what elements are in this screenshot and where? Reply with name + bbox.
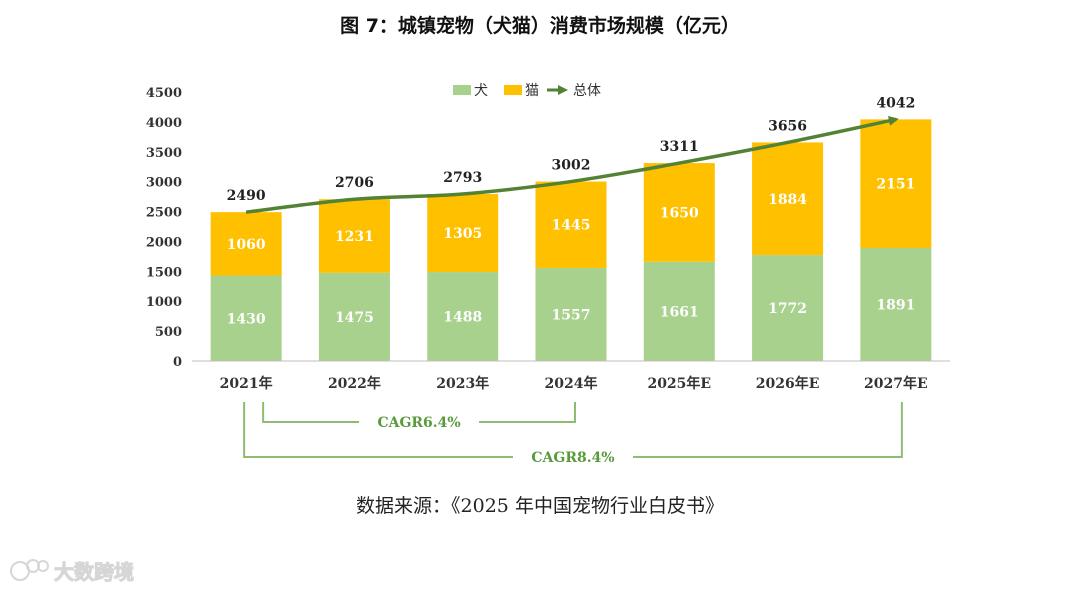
watermark-logo-icon (10, 559, 49, 581)
bar-value-label: 1305 (443, 226, 482, 242)
x-tick-label: 2023年 (436, 375, 489, 392)
bar-dog (643, 261, 715, 361)
legend-label-total: 总体 (573, 83, 601, 99)
bar-value-label: 1772 (768, 301, 807, 317)
bar-value-label: 1231 (335, 229, 374, 245)
total-value-label: 4042 (876, 95, 915, 111)
bar-cat (752, 142, 824, 256)
total-trend-line (245, 115, 899, 214)
bar-dog (427, 272, 499, 361)
bar-dog (860, 247, 932, 361)
y-tick-label: 2000 (146, 235, 182, 250)
bar-value-label: 1891 (876, 297, 915, 313)
chart-title: 图 7：城镇宠物（犬猫）消费市场规模（亿元） (340, 14, 740, 37)
watermark-text: 大数跨境 (54, 560, 134, 584)
watermark: 大数跨境 (10, 559, 135, 585)
bar-cat (860, 119, 932, 248)
bar-value-label: 1475 (335, 310, 374, 326)
x-tick-label: 2022年 (328, 375, 381, 392)
cagr-bracket-left (243, 402, 513, 458)
total-value-label: 2793 (443, 170, 482, 186)
x-tick-label: 2024年 (545, 375, 598, 392)
total-value-label: 2706 (335, 175, 374, 191)
cagr-label: CAGR8.4% (531, 450, 614, 466)
x-tick-label: 2026年E (756, 375, 820, 392)
cagr-annotations: CAGR6.4% CAGR8.4% (243, 402, 903, 466)
bar-dog (210, 275, 282, 361)
y-axis: 0 500 1000 1500 2000 2500 3000 3500 4000 4500 (146, 86, 182, 370)
bar-cat (318, 199, 390, 273)
bar-dog (752, 255, 824, 361)
bar-cat (535, 181, 607, 268)
bar-dog (535, 267, 607, 361)
bar-value-label: 1884 (768, 192, 807, 208)
bar-value-label: 1445 (552, 218, 591, 234)
legend-label-cat: 猫 (525, 83, 539, 99)
bar-cat (427, 194, 499, 273)
bars: 1430 1060 1475 1231 1488 1305 1557 1445 1661 1650… (210, 119, 932, 361)
x-axis: 2021年 2022年 2023年 2024年 2025年E 2026年E 2027年E (192, 360, 950, 392)
y-tick-label: 1500 (146, 265, 182, 280)
bar-value-label: 1650 (660, 205, 699, 221)
total-value-label: 3656 (768, 118, 807, 134)
total-line: 2490 2706 2793 3002 3311 3656 4042 (227, 95, 915, 214)
y-tick-label: 500 (155, 325, 182, 340)
y-tick-label: 3500 (146, 146, 182, 161)
bar-value-label: 1060 (227, 237, 266, 253)
y-tick-label: 2500 (146, 206, 182, 221)
x-tick-label: 2027年E (864, 375, 928, 392)
cagr-bracket-left (262, 402, 360, 423)
cagr-label: CAGR6.4% (377, 415, 460, 431)
legend-swatch-dog (453, 85, 471, 95)
bar-cat (210, 212, 282, 276)
x-tick-label: 2025年E (647, 375, 711, 392)
y-tick-label: 3000 (146, 176, 182, 191)
bar-value-label: 1488 (443, 310, 482, 326)
bar-value-label: 2151 (876, 177, 915, 193)
y-tick-label: 0 (173, 355, 182, 370)
y-tick-label: 1000 (146, 295, 182, 310)
cagr-bracket-right (479, 402, 576, 423)
total-value-label: 2490 (227, 188, 266, 204)
legend-label-dog: 犬 (474, 83, 488, 99)
total-value-label: 3311 (660, 139, 699, 155)
bar-value-label: 1661 (660, 304, 699, 320)
legend: 犬 猫 总体 (453, 83, 601, 99)
y-tick-label: 4000 (146, 116, 182, 131)
bar-dog (318, 272, 390, 361)
total-value-label: 3002 (552, 158, 591, 174)
cagr-bracket-right (633, 402, 903, 458)
y-tick-label: 4500 (146, 86, 182, 101)
bar-cat (643, 163, 715, 262)
bar-value-label: 1430 (227, 311, 266, 327)
x-tick-label: 2021年 (220, 375, 273, 392)
bar-value-label: 1557 (552, 307, 591, 323)
legend-swatch-cat (504, 85, 522, 95)
source-note: 数据来源：《2025 年中国宠物行业白皮书》 (356, 495, 724, 517)
